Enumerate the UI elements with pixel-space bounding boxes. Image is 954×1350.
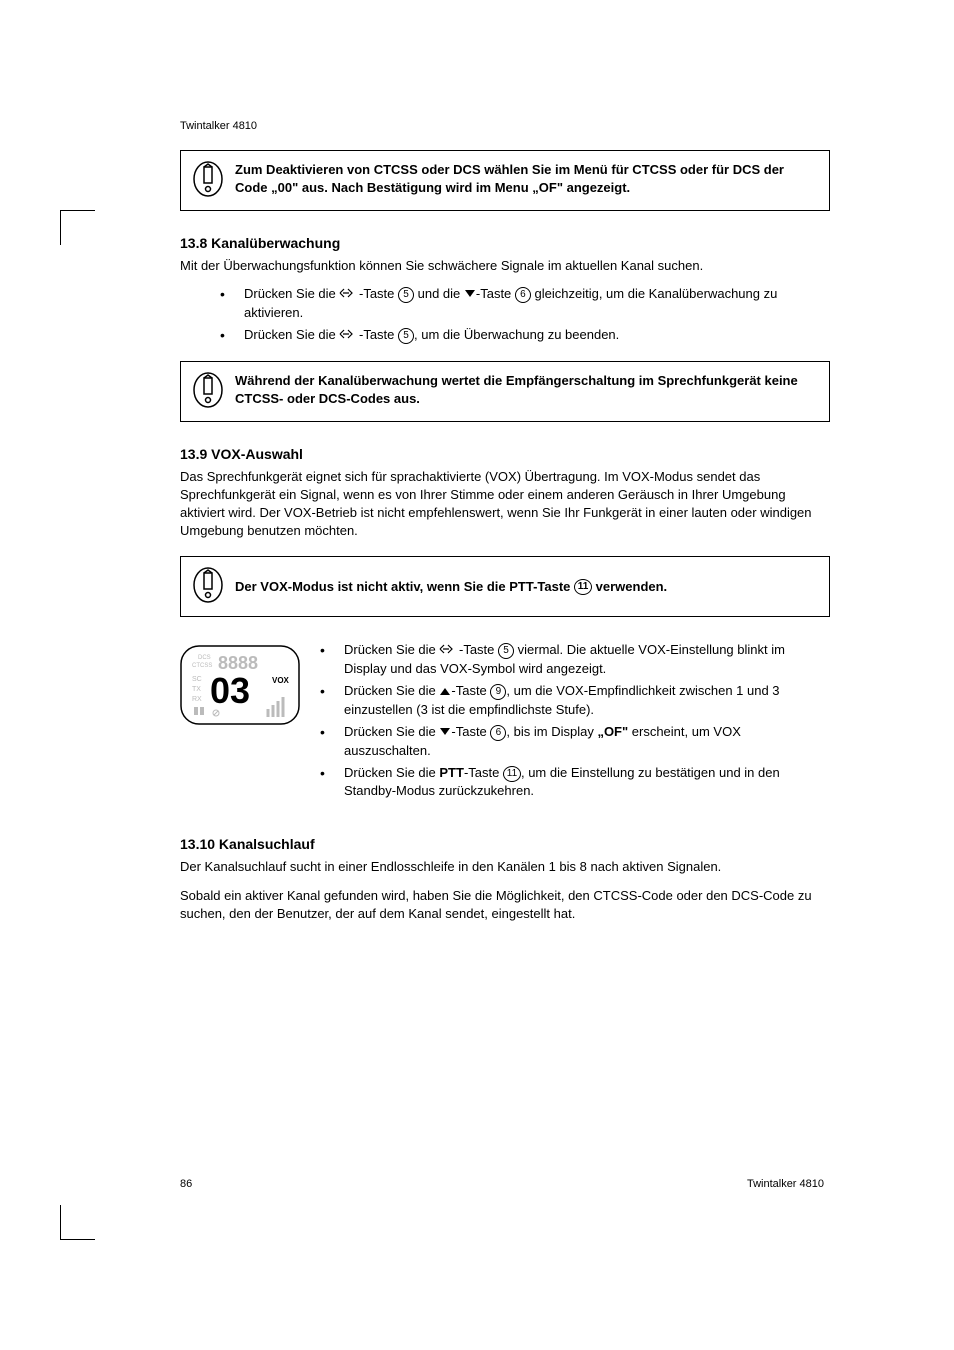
crop-mark-top-left (60, 210, 95, 245)
key-6-icon: 6 (490, 725, 506, 741)
intro-138: Mit der Überwachungsfunktion können Sie … (180, 257, 830, 275)
key-9-icon: 9 (490, 684, 506, 700)
svg-text:CTCSS: CTCSS (192, 663, 212, 669)
note-text: Während der Kanalüberwachung wertet die … (235, 372, 817, 408)
list-138: Drücken Sie die -Taste 5 und die -Taste … (180, 285, 830, 345)
menu-icon (339, 286, 355, 304)
key-11-icon: 11 (574, 579, 592, 595)
info-icon (193, 567, 223, 606)
svg-text:RX: RX (192, 696, 202, 703)
list-item: Drücken Sie die PTT-Taste 11, um die Ein… (320, 764, 830, 800)
menu-icon (339, 327, 355, 345)
list-item: Drücken Sie die -Taste 9, um die VOX-Emp… (320, 682, 830, 719)
note-box-vox-ptt: Der VOX-Modus ist nicht aktiv, wenn Sie … (180, 556, 830, 617)
svg-text:SC: SC (192, 676, 202, 683)
svg-text:DCS: DCS (198, 655, 211, 661)
note-box-ctcss-deactivate: Zum Deaktivieren von CTCSS oder DCS wähl… (180, 150, 830, 211)
list-item: Drücken Sie die -Taste 6, bis im Display… (320, 723, 830, 760)
menu-icon (439, 642, 455, 660)
note-text: Der VOX-Modus ist nicht aktiv, wenn Sie … (235, 578, 667, 596)
list-item: Drücken Sie die -Taste 5 viermal. Die ak… (320, 641, 830, 678)
page-number: 86 (180, 1178, 192, 1190)
info-icon (193, 161, 223, 200)
header-product: Twintalker 4810 (180, 120, 864, 132)
note-text: Zum Deaktivieren von CTCSS oder DCS wähl… (235, 161, 817, 197)
note-box-monitor: Während der Kanalüberwachung wertet die … (180, 361, 830, 422)
vox-instructions: DCS CTCSS 8888 SC TX RX 03 VOX Drücken S… (180, 641, 830, 820)
heading-138: 13.8 Kanalüberwachung (180, 235, 830, 251)
svg-text:VOX: VOX (272, 676, 290, 685)
key-6-icon: 6 (515, 287, 531, 303)
key-5-icon: 5 (398, 328, 414, 344)
list-139: Drücken Sie die -Taste 5 viermal. Die ak… (320, 641, 830, 804)
heading-1310: 13.10 Kanalsuchlauf (180, 836, 830, 852)
down-icon (464, 286, 476, 304)
intro-139: Das Sprechfunkgerät eignet sich für spra… (180, 468, 830, 541)
footer-product: Twintalker 4810 (747, 1178, 824, 1190)
list-item: Drücken Sie die -Taste 5 und die -Taste … (220, 285, 830, 322)
heading-139: 13.9 VOX-Auswahl (180, 446, 830, 462)
down-icon (439, 724, 451, 742)
p2-1310: Sobald ein aktiver Kanal gefunden wird, … (180, 887, 830, 923)
crop-mark-bottom-left (60, 1205, 95, 1240)
key-11-icon: 11 (503, 766, 521, 782)
footer: 86 Twintalker 4810 (180, 1178, 824, 1190)
lcd-display-icon: DCS CTCSS 8888 SC TX RX 03 VOX (180, 645, 300, 728)
up-icon (439, 683, 451, 701)
list-item: Drücken Sie die -Taste 5, um die Überwac… (220, 326, 830, 345)
key-5-icon: 5 (398, 287, 414, 303)
key-5-icon: 5 (498, 643, 514, 659)
p1-1310: Der Kanalsuchlauf sucht in einer Endloss… (180, 858, 830, 876)
svg-text:TX: TX (192, 686, 201, 693)
svg-text:03: 03 (210, 670, 250, 711)
info-icon (193, 372, 223, 411)
